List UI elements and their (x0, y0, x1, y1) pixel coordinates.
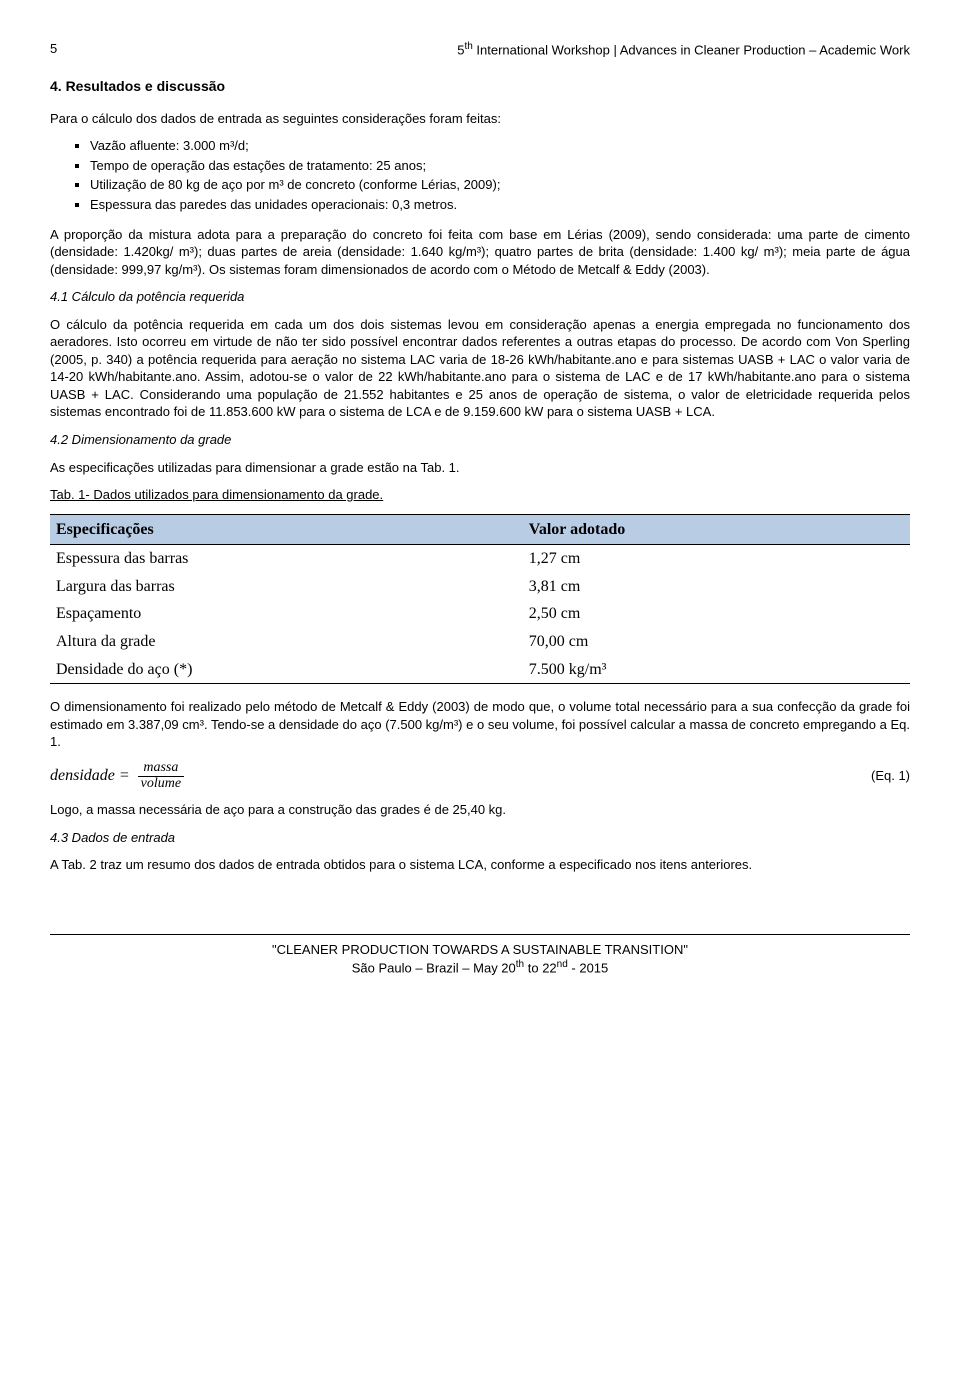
equation-denominator: volume (138, 777, 184, 792)
table-row: Altura da grade 70,00 cm (50, 628, 910, 656)
equation-numerator: massa (138, 761, 184, 777)
table-1-specifications: Especificações Valor adotado Espessura d… (50, 514, 910, 685)
equation-1: densidade = massa volume (50, 761, 184, 791)
list-item: Tempo de operação das estações de tratam… (90, 157, 910, 175)
footer-rule (50, 934, 910, 935)
section-4-1-paragraph: O cálculo da potência requerida em cada … (50, 316, 910, 421)
list-item: Espessura das paredes das unidades opera… (90, 196, 910, 214)
table-cell: 70,00 cm (489, 628, 910, 656)
section-4-2-after-table: O dimensionamento foi realizado pelo mét… (50, 698, 910, 751)
section-4-3-paragraph: A Tab. 2 traz um resumo dos dados de ent… (50, 856, 910, 874)
considerations-list: Vazão afluente: 3.000 m³/d; Tempo de ope… (90, 137, 910, 213)
section-4-3-title: 4.3 Dados de entrada (50, 829, 910, 847)
footer-sup: nd (557, 959, 568, 970)
logo-paragraph: Logo, a massa necessária de aço para a c… (50, 801, 910, 819)
footer-line-2: São Paulo – Brazil – May 20th to 22nd - … (50, 958, 910, 977)
footer-text: São Paulo – Brazil – May 20 (352, 961, 516, 976)
footer-line-1: "CLEANER PRODUCTION TOWARDS A SUSTAINABL… (50, 941, 910, 959)
page-number: 5 (50, 40, 57, 59)
header-title-rest: International Workshop | Advances in Cle… (473, 42, 910, 57)
page-footer: "CLEANER PRODUCTION TOWARDS A SUSTAINABL… (50, 934, 910, 977)
table-header-col1: Especificações (50, 514, 489, 545)
page-header: 5 5th International Workshop | Advances … (50, 40, 910, 59)
section-4-2-intro: As especificações utilizadas para dimens… (50, 459, 910, 477)
table-cell: 2,50 cm (489, 600, 910, 628)
header-title: 5th International Workshop | Advances in… (457, 40, 910, 59)
table-row: Largura das barras 3,81 cm (50, 573, 910, 601)
equation-fraction: massa volume (138, 761, 184, 791)
table-cell: Densidade do aço (*) (50, 656, 489, 684)
table-cell: Altura da grade (50, 628, 489, 656)
intro-paragraph: Para o cálculo dos dados de entrada as s… (50, 110, 910, 128)
table-cell: 7.500 kg/m³ (489, 656, 910, 684)
section-4-2-title: 4.2 Dimensionamento da grade (50, 431, 910, 449)
equation-label: (Eq. 1) (871, 767, 910, 785)
table-row: Densidade do aço (*) 7.500 kg/m³ (50, 656, 910, 684)
table-header-col2: Valor adotado (489, 514, 910, 545)
section-4-1-title: 4.1 Cálculo da potência requerida (50, 288, 910, 306)
table-cell: Largura das barras (50, 573, 489, 601)
table-1-caption: Tab. 1- Dados utilizados para dimensiona… (50, 486, 910, 504)
equation-lhs: densidade = (50, 767, 130, 784)
footer-sup: th (516, 959, 524, 970)
table-cell: Espaçamento (50, 600, 489, 628)
list-item: Utilização de 80 kg de aço por m³ de con… (90, 176, 910, 194)
footer-text: - 2015 (568, 961, 608, 976)
equation-1-row: densidade = massa volume (Eq. 1) (50, 761, 910, 791)
section-4-title: 4. Resultados e discussão (50, 77, 910, 96)
table-row: Espaçamento 2,50 cm (50, 600, 910, 628)
table-cell: 1,27 cm (489, 545, 910, 573)
table-row: Espessura das barras 1,27 cm (50, 545, 910, 573)
proportion-paragraph: A proporção da mistura adota para a prep… (50, 226, 910, 279)
footer-text: to 22 (524, 961, 557, 976)
header-title-sup: th (464, 41, 472, 52)
table-cell: 3,81 cm (489, 573, 910, 601)
list-item: Vazão afluente: 3.000 m³/d; (90, 137, 910, 155)
table-cell: Espessura das barras (50, 545, 489, 573)
